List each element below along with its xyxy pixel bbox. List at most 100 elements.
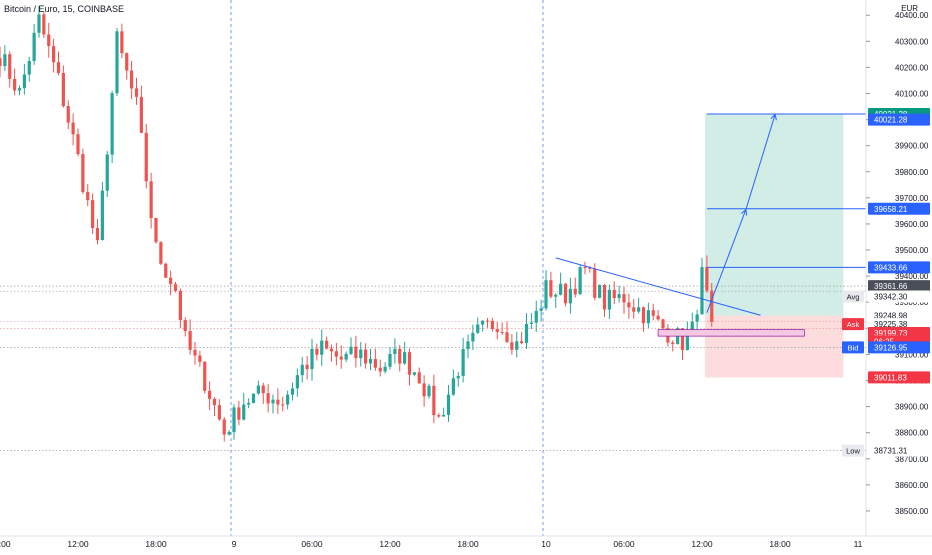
candle-body xyxy=(86,192,90,201)
price-tick-label: 39600.00 xyxy=(895,220,929,229)
candle-body xyxy=(222,419,226,435)
price-tag-text: Ask xyxy=(847,320,860,329)
candle-body xyxy=(383,366,387,372)
time-tick-label: 18:00 xyxy=(457,539,479,549)
candle-body xyxy=(510,342,514,350)
price-tick-label: 39900.00 xyxy=(895,142,929,151)
candle-body xyxy=(432,385,436,416)
time-tick-label: 9 xyxy=(232,539,237,549)
candle-body xyxy=(256,385,260,394)
price-axis[interactable]: 38500.00 38600.00 38700.00 38800.00 38900.00… xyxy=(842,0,932,550)
price-label-text: 39248.98 xyxy=(874,312,908,321)
candle-body xyxy=(403,352,407,364)
time-tick-label: 12:00 xyxy=(0,539,11,549)
candle-body xyxy=(534,310,538,323)
price-axis-label[interactable]: 39011.83 xyxy=(868,371,930,384)
position-zones xyxy=(704,114,844,378)
candle-body xyxy=(593,268,597,298)
candle-body xyxy=(588,267,592,269)
candle-body xyxy=(680,328,685,351)
price-reference-lines xyxy=(0,285,866,451)
candle-body xyxy=(422,383,426,397)
price-label-bg xyxy=(868,290,930,303)
candle-body xyxy=(632,307,636,312)
candle-body xyxy=(671,342,675,344)
projection-path-segment[interactable] xyxy=(706,209,747,313)
candle-body xyxy=(446,394,451,415)
currency-label: EUR xyxy=(901,4,918,13)
candle-body xyxy=(134,88,139,97)
price-label-text: 39433.66 xyxy=(874,263,908,272)
candle-body xyxy=(95,227,100,241)
candle-body xyxy=(437,415,441,417)
time-tick-label: 12:00 xyxy=(691,539,713,549)
price-label-bg xyxy=(868,113,930,126)
candle-body xyxy=(47,34,51,47)
price-label-bg xyxy=(868,261,930,274)
projection-path-segment[interactable] xyxy=(745,114,776,210)
price-label-text: 39658.21 xyxy=(874,205,908,214)
candle-body xyxy=(710,290,714,322)
price-tag-text: Bid xyxy=(848,343,859,352)
price-tick-label: 39300.00 xyxy=(895,298,929,307)
candle-body xyxy=(0,58,2,67)
trendline[interactable] xyxy=(555,257,761,316)
time-tick-label: 06:00 xyxy=(301,539,323,549)
candle-body xyxy=(412,372,416,375)
candle-body xyxy=(139,96,143,133)
candle-body xyxy=(612,289,616,299)
price-label-text: 40021.28 xyxy=(874,116,908,125)
price-label-bg xyxy=(868,202,930,215)
grid-layer xyxy=(230,0,544,536)
candle-body xyxy=(378,367,382,372)
price-axis-label[interactable]: 39658.21 xyxy=(868,202,930,215)
candle-body xyxy=(300,364,304,376)
candle-body xyxy=(549,280,553,297)
price-axis-label[interactable]: 39361.66 xyxy=(868,280,930,293)
candle-body xyxy=(125,53,129,71)
candle-body xyxy=(32,32,36,61)
price-tick-label: 40300.00 xyxy=(895,37,929,46)
price-axis-label[interactable]: 39342.30 Avg xyxy=(842,290,930,303)
time-axis[interactable]: 12:00 12:00 18:00 9 06:00 12:00 18:00 10 06:00 12… xyxy=(0,535,932,549)
candle-body xyxy=(490,320,494,330)
price-axis-label[interactable]: 39126.95 Bid xyxy=(842,341,930,354)
candle-body xyxy=(27,60,31,75)
candle-body xyxy=(476,324,480,333)
price-label-text: 39126.95 xyxy=(874,343,908,352)
candle-body xyxy=(217,405,221,420)
arrow-head xyxy=(770,113,777,121)
candle-body xyxy=(237,407,241,420)
profit-target-zone xyxy=(704,114,844,316)
candle-body xyxy=(325,340,329,349)
price-axis-label[interactable]: 40021.28 xyxy=(868,113,930,126)
candle-body xyxy=(539,308,543,311)
candle-body xyxy=(607,289,611,310)
candle-body xyxy=(22,74,26,89)
candle-body xyxy=(427,385,431,397)
price-label-bg xyxy=(868,371,930,384)
price-axis-label[interactable]: 38731.31 Low xyxy=(842,444,930,457)
price-tick-label: 39100.00 xyxy=(895,350,929,359)
drawing-tools[interactable] xyxy=(555,113,866,337)
candle-body xyxy=(247,403,251,405)
candle-body xyxy=(315,348,319,355)
price-label-text: 39361.66 xyxy=(874,282,908,291)
candle-body xyxy=(583,267,587,269)
candle-body xyxy=(656,315,660,320)
time-tick-label: 06:00 xyxy=(613,539,635,549)
price-axis-bg xyxy=(866,0,932,550)
candle-body xyxy=(208,390,212,399)
candlestick-series xyxy=(0,5,714,442)
price-label-text: 39199.73 xyxy=(874,329,908,338)
price-axis-label[interactable]: 39433.66 xyxy=(868,261,930,274)
candle-body xyxy=(388,354,392,367)
candle-body xyxy=(91,200,95,228)
candle-body xyxy=(354,346,358,359)
candle-body xyxy=(651,310,655,316)
candle-body xyxy=(203,361,207,391)
symbol-title[interactable]: Bitcoin / Euro, 15, COINBASE xyxy=(4,4,125,14)
pattern-rectangle[interactable] xyxy=(657,329,805,337)
